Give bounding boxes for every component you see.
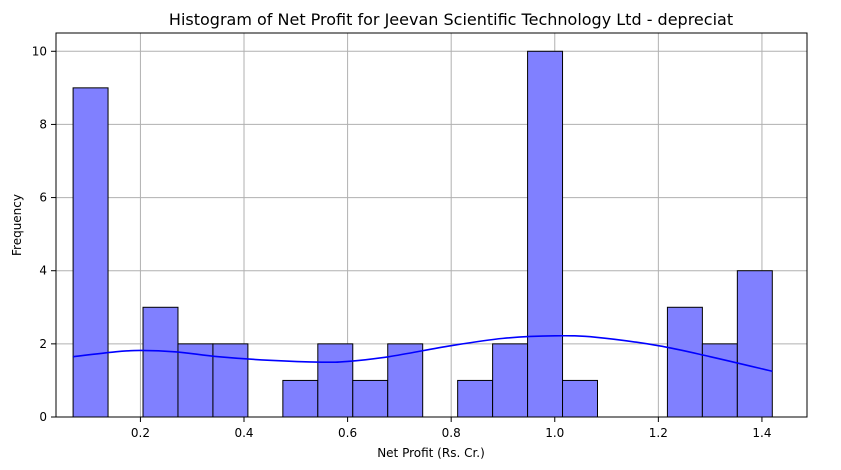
kde-curve-group [73, 334, 773, 373]
histogram-bars [72, 50, 773, 418]
histogram-bar [562, 379, 598, 418]
histogram-bar [72, 87, 109, 418]
histogram-bar [317, 343, 354, 418]
x-tick-label-4: 1.0 [545, 426, 564, 440]
histogram-bar [142, 306, 179, 418]
histogram-bar [352, 379, 389, 418]
y-axis-label: Frequency [10, 194, 24, 256]
histogram-bar [282, 379, 319, 418]
y-tick-label-2: 4 [39, 264, 47, 278]
x-tick-label-6: 1.4 [752, 426, 771, 440]
y-tick-label-0: 0 [39, 410, 47, 424]
histogram-bar [387, 343, 424, 418]
plot-frame [55, 32, 808, 418]
y-tick-label-5: 10 [32, 44, 47, 58]
histogram-bar [666, 306, 703, 418]
y-axis-ticks: 0 2 4 6 8 10 [32, 44, 56, 424]
y-tick-label-1: 2 [39, 337, 47, 351]
x-tick-label-0: 0.2 [131, 426, 150, 440]
x-tick-label-3: 0.8 [442, 426, 461, 440]
y-tick-label-4: 8 [39, 117, 47, 131]
histogram-bar [212, 343, 249, 418]
histogram-bar [701, 343, 738, 418]
x-tick-label-2: 0.6 [338, 426, 357, 440]
x-axis-ticks: 0.2 0.4 0.6 0.8 1.0 1.2 1.4 [131, 417, 771, 440]
histogram-bar [492, 343, 529, 418]
x-tick-label-1: 0.4 [234, 426, 253, 440]
x-axis-label: Net Profit (Rs. Cr.) [377, 446, 485, 460]
histogram-bar [527, 50, 564, 418]
chart-title: Histogram of Net Profit for Jeevan Scien… [169, 10, 733, 29]
histogram-bar [736, 270, 773, 418]
x-tick-label-5: 1.2 [649, 426, 668, 440]
kde-curve [73, 334, 773, 373]
histogram-bar [457, 379, 494, 418]
y-tick-label-3: 6 [39, 191, 47, 205]
